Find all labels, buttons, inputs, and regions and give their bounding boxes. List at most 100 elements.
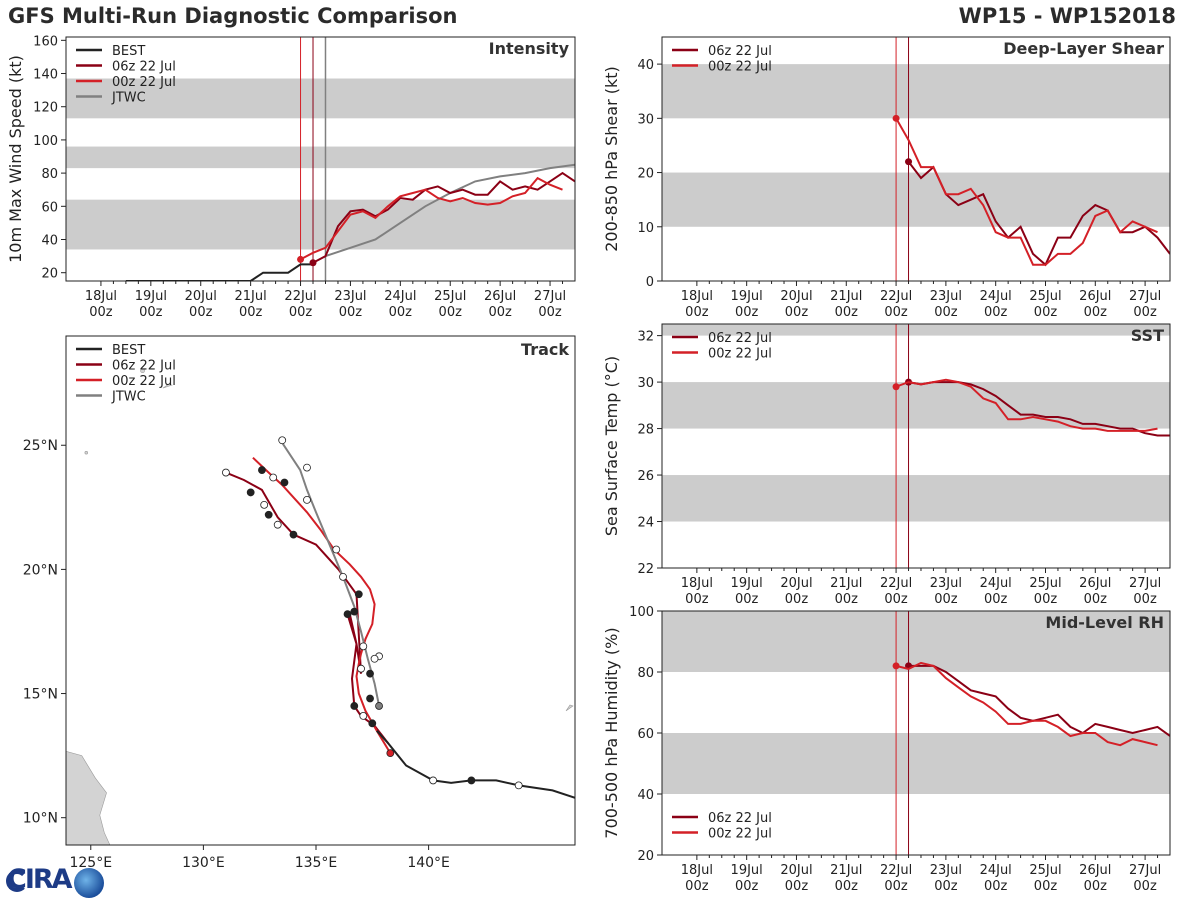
rh-ytick-label: 80 xyxy=(637,666,654,681)
rh-xtick-label: 00z xyxy=(984,879,1008,894)
rh-title: Mid-Level RH xyxy=(1045,613,1164,632)
rh-ylabel: 700-500 hPa Humidity (%) xyxy=(602,627,621,838)
intensity-xtick-label: 00z xyxy=(339,305,363,320)
rh-xtick-label: 20Jul xyxy=(780,863,812,878)
track-marker-run_00z xyxy=(269,473,278,482)
rh-xtick-label: 19Jul xyxy=(731,863,763,878)
intensity-band-1 xyxy=(66,146,575,169)
sst-ytick-label: 22 xyxy=(637,562,654,577)
island xyxy=(84,450,88,455)
sst-ytick-label: 28 xyxy=(637,423,654,438)
shear-xtick-label: 24Jul xyxy=(980,289,1012,304)
cira-logo-mark xyxy=(6,870,28,892)
track-marker-run_00z xyxy=(359,642,368,651)
rh-panel: 18Jul00z19Jul00z20Jul00z21Jul00z22Jul00z… xyxy=(602,605,1171,894)
sst-init-point xyxy=(892,383,900,391)
sst-xtick-label: 19Jul xyxy=(731,576,763,591)
sst-band-2 xyxy=(662,324,1170,336)
track-marker-run_06z xyxy=(366,694,374,703)
sst-ytick-label: 32 xyxy=(637,330,654,345)
rh-xtick-label: 00z xyxy=(835,879,859,894)
intensity-ytick-label: 160 xyxy=(33,34,58,49)
intensity-legend-label: 00z 22 Jul xyxy=(112,75,176,90)
sst-xtick-label: 24Jul xyxy=(980,576,1012,591)
shear-xtick-label: 00z xyxy=(835,305,859,320)
shear-ylabel: 200-850 hPa Shear (kt) xyxy=(602,66,621,252)
intensity-ytick-label: 140 xyxy=(33,68,58,83)
shear-xtick-label: 22Jul xyxy=(880,289,912,304)
island xyxy=(162,383,173,389)
intensity-init-point xyxy=(309,259,317,267)
track-ytick-label: 20°N xyxy=(23,562,58,578)
intensity-ytick-label: 120 xyxy=(33,101,58,116)
sst-ytick-label: 30 xyxy=(637,376,654,391)
sst-legend-label: 06z 22 Jul xyxy=(708,331,772,346)
globe-icon xyxy=(74,868,104,898)
intensity-xtick-label: 00z xyxy=(538,305,562,320)
land-masses xyxy=(66,368,574,845)
shear-xtick-label: 23Jul xyxy=(930,289,962,304)
track-xtick-label: 130°E xyxy=(182,855,225,871)
shear-band-1 xyxy=(662,64,1170,119)
shear-xtick-label: 00z xyxy=(685,305,709,320)
shear-xtick-label: 20Jul xyxy=(780,289,812,304)
track-marker-run_06z xyxy=(289,530,298,539)
track-marker-run_00z xyxy=(332,545,341,554)
sst-xtick-label: 18Jul xyxy=(681,576,713,591)
intensity-xtick-label: 00z xyxy=(89,305,113,320)
intensity-band-2 xyxy=(66,78,575,119)
rh-ytick-label: 40 xyxy=(637,788,654,803)
sst-xtick-label: 00z xyxy=(884,592,908,607)
rh-band-0 xyxy=(662,733,1170,794)
intensity-xtick-label: 00z xyxy=(239,305,263,320)
track-legend-label: 00z 22 Jul xyxy=(112,374,176,389)
rh-xtick-label: 24Jul xyxy=(980,863,1012,878)
intensity-xtick-label: 25Jul xyxy=(434,289,466,304)
sst-title: SST xyxy=(1131,326,1164,345)
sst-xtick-label: 23Jul xyxy=(930,576,962,591)
sst-xtick-label: 00z xyxy=(1034,592,1058,607)
intensity-ytick-label: 80 xyxy=(41,167,58,182)
track-xtick-label: 135°E xyxy=(295,855,338,871)
sst-ylabel: Sea Surface Temp (°C) xyxy=(602,356,621,536)
track-line-run_00z xyxy=(252,456,392,754)
sst-xtick-label: 00z xyxy=(1133,592,1157,607)
rh-xtick-label: 27Jul xyxy=(1129,863,1161,878)
intensity-legend-label: 06z 22 Jul xyxy=(112,60,176,75)
intensity-legend-label: JTWC xyxy=(111,91,146,106)
sst-xtick-label: 21Jul xyxy=(830,576,862,591)
shear-ytick-label: 0 xyxy=(646,275,654,290)
rh-xtick-label: 00z xyxy=(1133,879,1157,894)
track-marker-run_00z xyxy=(258,466,266,474)
sst-xtick-label: 22Jul xyxy=(880,576,912,591)
track-ytick-label: 25°N xyxy=(23,438,58,454)
track-marker-run_00z xyxy=(386,749,395,758)
sst-frame xyxy=(661,323,1171,569)
track-xtick-label: 140°E xyxy=(407,855,450,871)
intensity-ytick-label: 40 xyxy=(41,234,58,249)
sst-series-run_06z xyxy=(908,381,1170,437)
intensity-ytick-label: 60 xyxy=(41,200,58,215)
rh-xtick-label: 00z xyxy=(785,879,809,894)
rh-xtick-label: 00z xyxy=(934,879,958,894)
track-line-jtwc xyxy=(281,442,381,707)
rh-series-run_00z xyxy=(895,661,1158,747)
intensity-series-best xyxy=(125,263,313,281)
track-marker-jtwc xyxy=(303,463,311,472)
sst-xtick-label: 00z xyxy=(685,592,709,607)
track-legend-label: BEST xyxy=(112,343,145,358)
track-marker-run_06z xyxy=(273,520,282,529)
track-legend-label: 06z 22 Jul xyxy=(112,359,176,374)
shear-band-0 xyxy=(662,172,1170,227)
shear-xtick-label: 21Jul xyxy=(830,289,862,304)
intensity-xtick-label: 19Jul xyxy=(135,289,167,304)
intensity-panel: 18Jul00z19Jul00z20Jul00z21Jul00z22Jul00z… xyxy=(6,34,576,320)
shear-ytick-label: 40 xyxy=(637,58,654,73)
shear-xtick-label: 00z xyxy=(785,305,809,320)
rh-xtick-label: 26Jul xyxy=(1079,863,1111,878)
rh-ytick-label: 20 xyxy=(637,849,654,864)
track-marker-run_00z xyxy=(359,711,368,720)
track-marker-run_06z xyxy=(246,488,255,497)
track-marker-run_00z xyxy=(357,664,365,673)
